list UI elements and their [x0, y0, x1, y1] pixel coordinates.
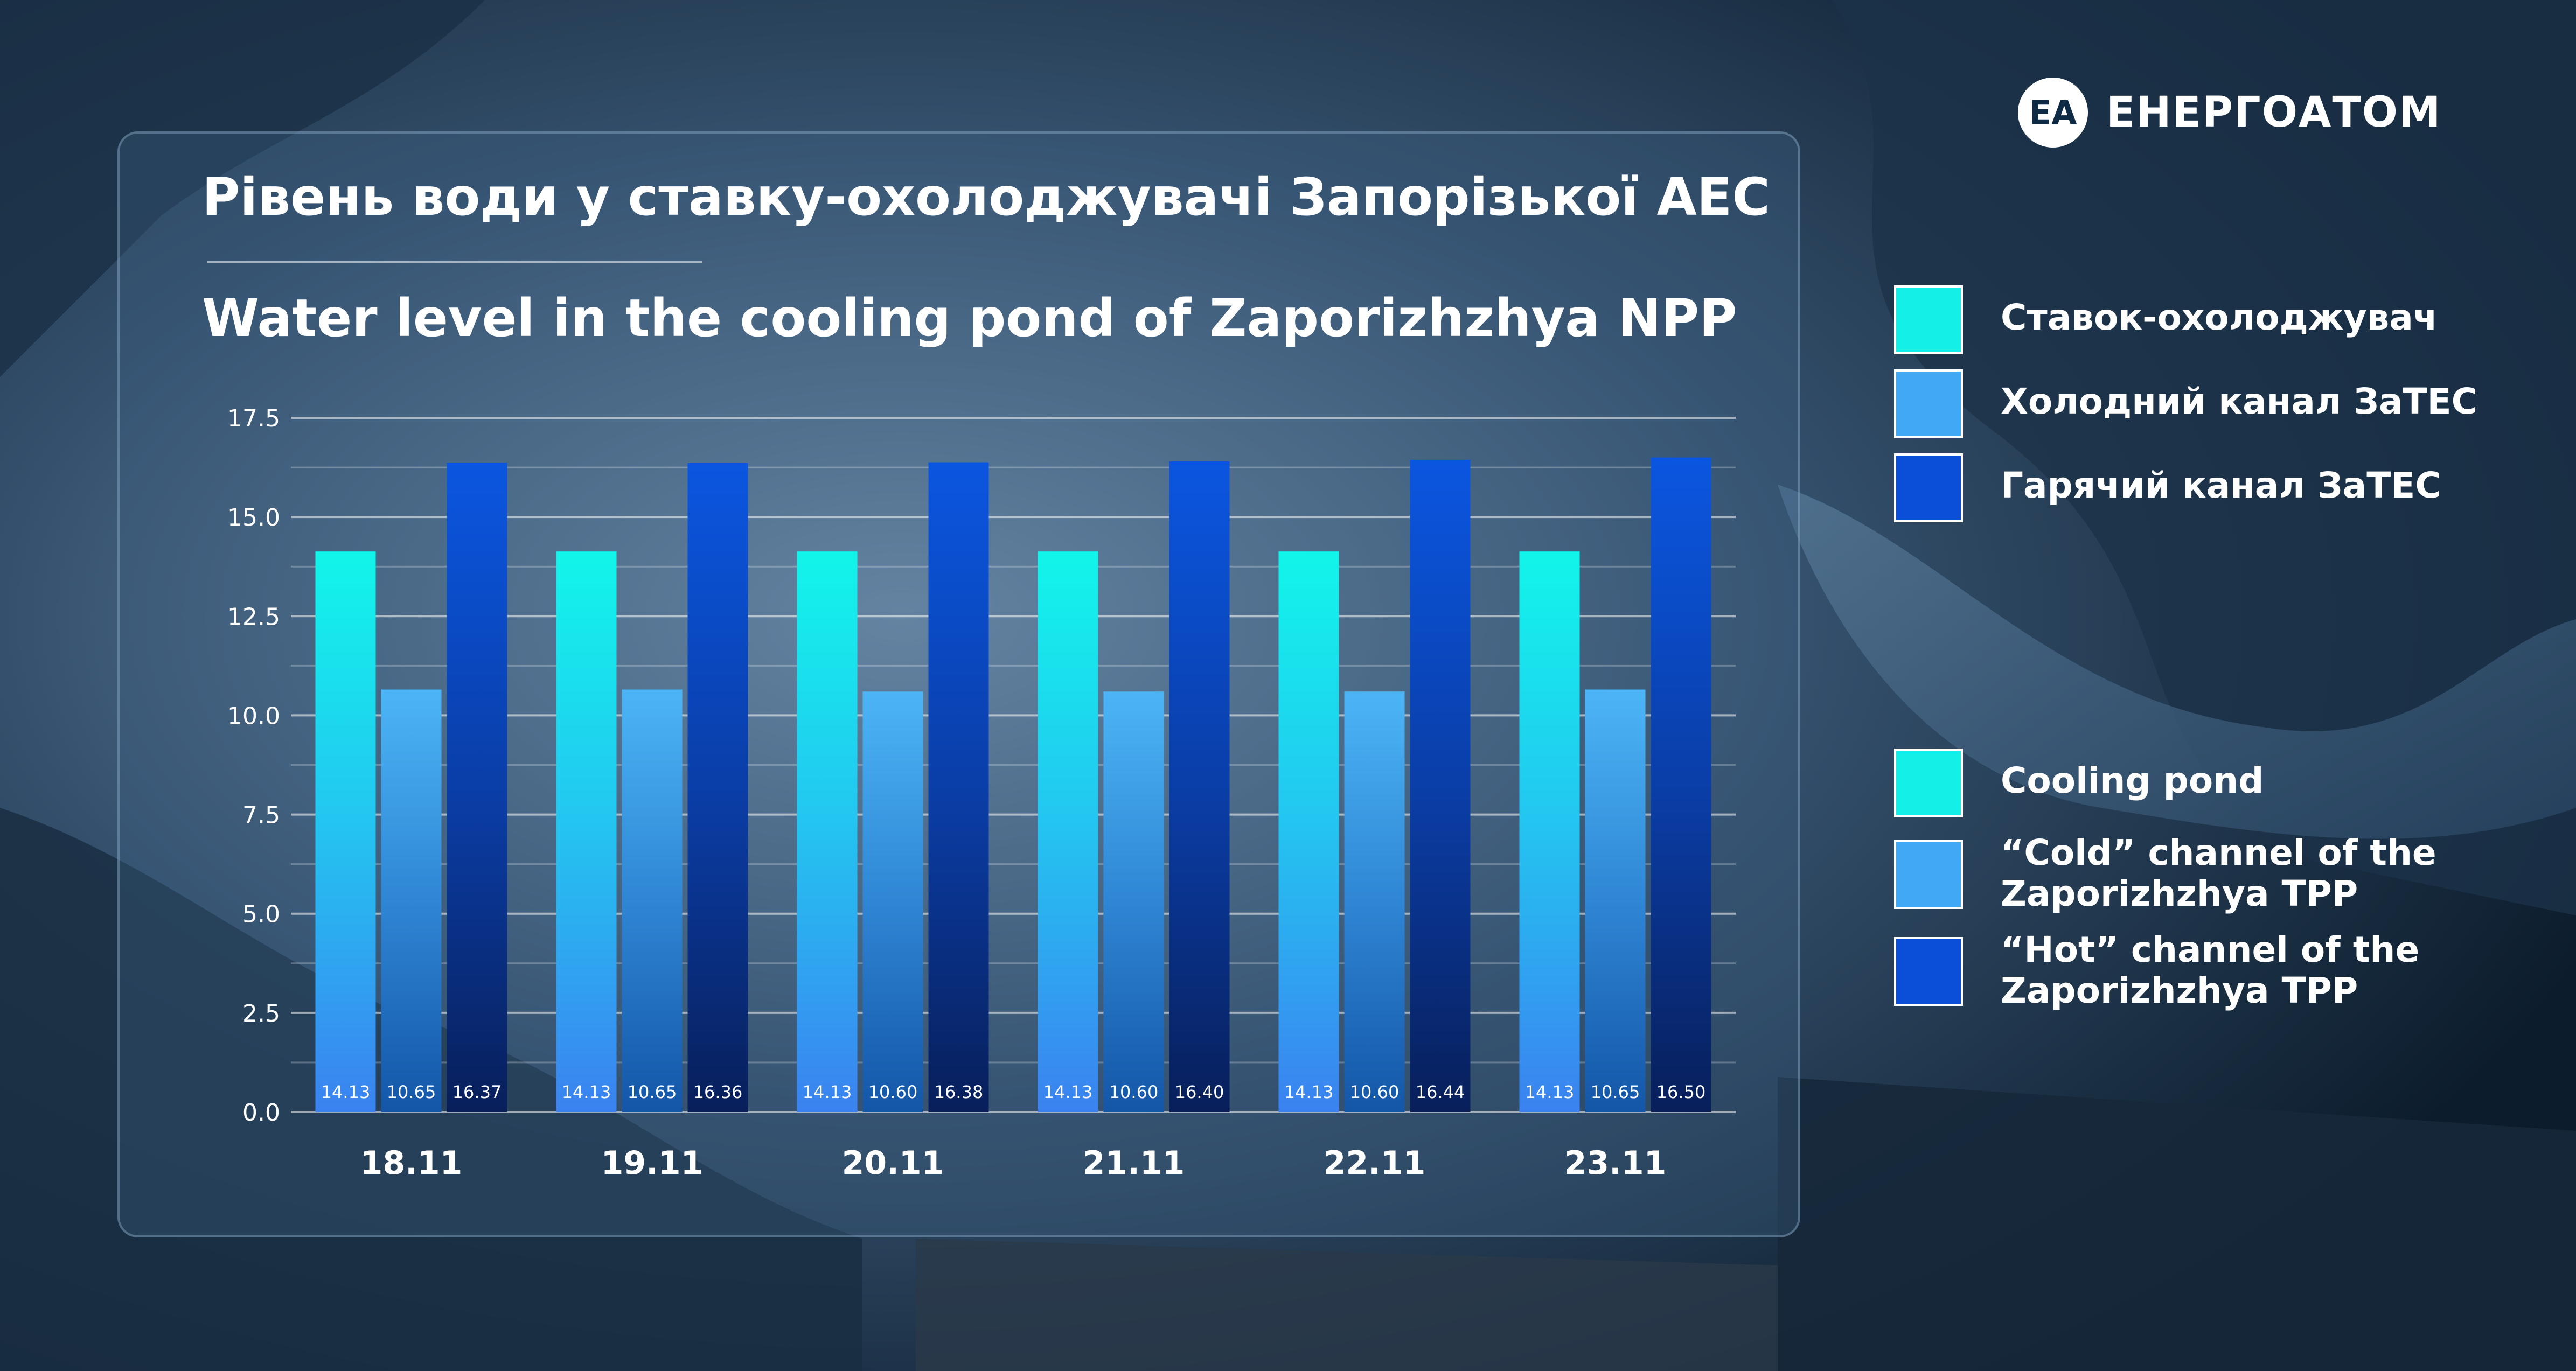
bar — [862, 691, 923, 1112]
bar — [556, 551, 617, 1112]
bar — [1169, 461, 1230, 1112]
x-tick-label: 20.11 — [842, 1144, 944, 1182]
bar-value-label: 14.13 — [1284, 1082, 1334, 1102]
y-tick-label: 0.0 — [242, 1099, 280, 1127]
bar — [1038, 551, 1098, 1112]
chart-title-ukrainian: Рівень води у ставку-охолоджувачі Запорі… — [202, 167, 1770, 227]
x-tick-label: 23.11 — [1564, 1144, 1667, 1182]
bar — [1585, 689, 1646, 1112]
bar — [1410, 460, 1471, 1112]
legend-swatch — [1894, 369, 1963, 438]
bar-value-label: 10.60 — [868, 1082, 918, 1102]
legend-label: Cooling pond — [2001, 760, 2264, 801]
bar — [687, 463, 748, 1112]
legend-item-cold-channel-en: “Cold” channel of the Zaporizhzhya TPP — [1894, 833, 2464, 914]
y-tick-label: 17.5 — [227, 405, 280, 432]
logo-mark-text: ЕА — [2029, 94, 2077, 132]
bar — [315, 551, 376, 1112]
legend-swatch — [1894, 285, 1963, 354]
y-tick-label: 7.5 — [242, 802, 280, 829]
bar — [1278, 551, 1339, 1112]
bar-value-label: 14.13 — [321, 1082, 371, 1102]
x-tick-label: 21.11 — [1083, 1144, 1185, 1182]
bar-value-label: 16.50 — [1656, 1082, 1706, 1102]
bar — [928, 462, 989, 1112]
x-tick-label: 19.11 — [601, 1144, 704, 1182]
bar-value-label: 14.13 — [1525, 1082, 1575, 1102]
bar-value-label: 16.40 — [1175, 1082, 1224, 1102]
bar-value-label: 14.13 — [1043, 1082, 1093, 1102]
bar-value-label: 10.65 — [628, 1082, 677, 1102]
legend-item-cooling-pond-ua: Ставок-охолоджувач — [1894, 285, 2438, 354]
bar — [1344, 691, 1405, 1112]
x-tick-label: 18.11 — [360, 1144, 463, 1182]
x-tick-label: 22.11 — [1324, 1144, 1426, 1182]
legend-label: “Hot” channel of the Zaporizhzhya TPP — [2001, 929, 2420, 1011]
legend-swatch — [1894, 937, 1963, 1006]
bar — [1651, 457, 1711, 1112]
legend-label: Ставок-охолоджувач — [2001, 297, 2438, 338]
bar-value-label: 10.60 — [1350, 1082, 1400, 1102]
title-divider — [207, 261, 702, 263]
legend-item-cold-channel-ua: Холодний канал ЗаТЕС — [1894, 369, 2477, 438]
legend-label: Холодний канал ЗаТЕС — [2001, 381, 2478, 422]
legend-label: “Cold” channel of the Zaporizhzhya TPP — [2001, 832, 2436, 914]
bar — [797, 551, 858, 1112]
legend-swatch — [1894, 749, 1963, 817]
legend-item-cooling-pond-en: Cooling pond — [1894, 749, 2264, 817]
bar-value-label: 16.37 — [452, 1082, 502, 1102]
y-tick-label: 12.5 — [227, 603, 280, 631]
bar-value-label: 10.60 — [1109, 1082, 1159, 1102]
bar — [1103, 691, 1164, 1112]
legend-item-hot-channel-en: “Hot” channel of the Zaporizhzhya TPP — [1894, 929, 2464, 1011]
bar-value-label: 10.65 — [1591, 1082, 1640, 1102]
bar-value-label: 16.36 — [693, 1082, 743, 1102]
legend-swatch — [1894, 840, 1963, 909]
bar — [1519, 551, 1580, 1112]
energoatom-logo-icon: ЕА — [2017, 77, 2088, 148]
bar-value-label: 14.13 — [803, 1082, 852, 1102]
y-tick-label: 2.5 — [242, 1000, 280, 1027]
legend-label: Гарячий канал ЗаТЕС — [2001, 465, 2441, 506]
energoatom-logo: ЕА ЕНЕРГОАТОМ — [2016, 75, 2442, 150]
y-tick-label: 15.0 — [227, 504, 280, 531]
bar-value-label: 16.44 — [1416, 1082, 1465, 1102]
bar — [381, 689, 442, 1112]
chart-title-english: Water level in the cooling pond of Zapor… — [202, 288, 1737, 348]
bar-value-label: 16.38 — [934, 1082, 984, 1102]
bar — [622, 689, 683, 1112]
y-tick-label: 10.0 — [227, 702, 280, 730]
legend-item-hot-channel-ua: Гарячий канал ЗаТЕС — [1894, 453, 2441, 522]
legend-swatch — [1894, 453, 1963, 522]
brand-name: ЕНЕРГОАТОМ — [2106, 88, 2442, 137]
bar-value-label: 10.65 — [387, 1082, 436, 1102]
bar-value-label: 14.13 — [562, 1082, 611, 1102]
bar — [447, 463, 507, 1112]
y-tick-label: 5.0 — [242, 901, 280, 928]
